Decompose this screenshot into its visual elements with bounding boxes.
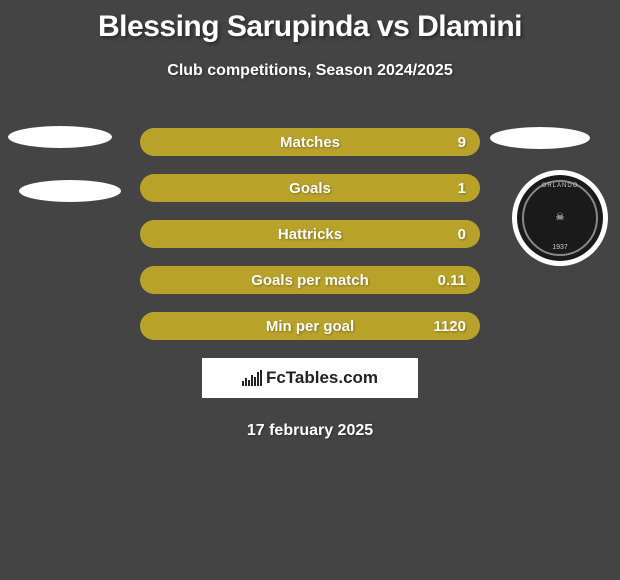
stat-row-goals: Goals 1 [140, 174, 480, 202]
stat-label: Hattricks [278, 226, 342, 243]
stat-value-right: 0 [458, 226, 466, 243]
stat-row-hattricks: Hattricks 0 [140, 220, 480, 248]
stat-value-right: 9 [458, 134, 466, 151]
logo-text: FcTables.com [242, 368, 378, 388]
stat-value-right: 1120 [433, 318, 466, 335]
date-text: 17 february 2025 [0, 422, 620, 440]
club-badge-inner: ORLANDO ☠ 1937 [517, 175, 603, 261]
stats-container: Matches 9 Goals 1 Hattricks 0 Goals per … [140, 128, 480, 340]
page-subtitle: Club competitions, Season 2024/2025 [0, 62, 620, 80]
club-badge: ORLANDO ☠ 1937 [512, 170, 608, 266]
stat-row-mpg: Min per goal 1120 [140, 312, 480, 340]
logo-label: FcTables.com [266, 368, 378, 388]
stat-row-gpm: Goals per match 0.11 [140, 266, 480, 294]
stat-label: Matches [280, 134, 340, 151]
stat-row-matches: Matches 9 [140, 128, 480, 156]
left-placeholder-ellipse-2 [19, 180, 121, 202]
stat-label: Goals [289, 180, 331, 197]
left-placeholder-ellipse-1 [8, 126, 112, 148]
club-badge-top-text: ORLANDO [542, 183, 579, 189]
logo-chart-icon [242, 370, 262, 386]
stat-label: Goals per match [251, 272, 369, 289]
club-badge-year: 1937 [552, 244, 568, 251]
stat-value-right: 1 [458, 180, 466, 197]
logo-box: FcTables.com [202, 358, 418, 398]
right-placeholder-ellipse [490, 127, 590, 149]
stat-label: Min per goal [266, 318, 354, 335]
page-title: Blessing Sarupinda vs Dlamini [0, 0, 620, 44]
stat-value-right: 0.11 [438, 272, 466, 289]
